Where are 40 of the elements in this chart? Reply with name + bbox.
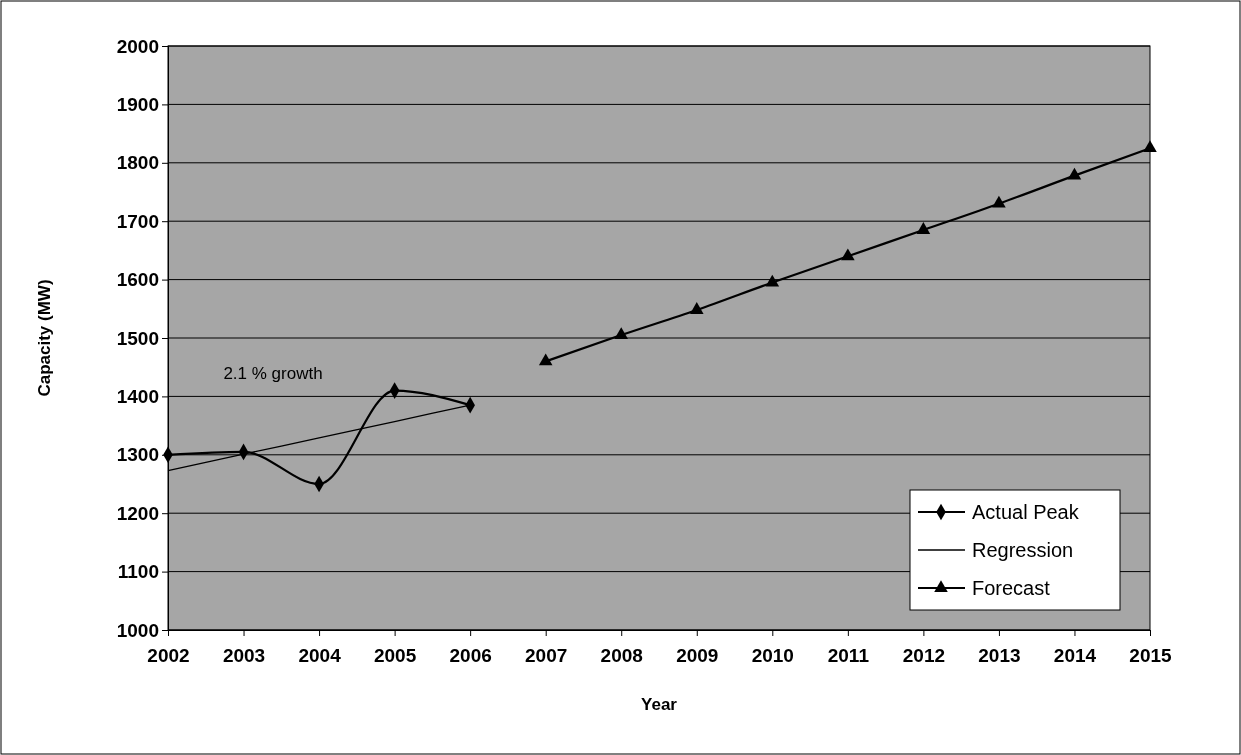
x-axis-title: Year xyxy=(641,695,678,714)
point xyxy=(1143,140,1157,153)
y-tick-label: 1800 xyxy=(116,152,159,174)
y-tick-label: 1100 xyxy=(117,561,159,583)
annotation: 2.1 % growth xyxy=(223,363,323,383)
point xyxy=(765,274,780,287)
legend-label: Actual Peak xyxy=(972,501,1080,523)
y-tick-label: 1000 xyxy=(116,619,159,641)
x-tick-label: 2013 xyxy=(978,644,1021,666)
legend-label: Forecast xyxy=(972,577,1051,599)
x-tick-label: 2008 xyxy=(600,644,643,666)
x-tick-label: 2009 xyxy=(676,644,719,666)
x-tick-label: 2006 xyxy=(449,644,492,666)
x-tick-label: 2002 xyxy=(147,644,190,666)
point xyxy=(1067,167,1082,180)
x-tick-label: 2005 xyxy=(373,644,417,666)
legend-label: Regression xyxy=(972,539,1074,561)
y-tick-label: 1900 xyxy=(116,93,159,115)
y-tick-label: 1500 xyxy=(116,327,159,349)
y-tick-label: 1400 xyxy=(116,385,159,407)
x-tick-label: 2011 xyxy=(827,644,870,666)
y-tick-label: 1700 xyxy=(116,210,159,232)
y-tick-label: 1600 xyxy=(116,269,159,291)
point xyxy=(841,248,855,261)
x-tick-label: 2003 xyxy=(222,644,266,666)
point xyxy=(916,222,931,234)
point xyxy=(689,302,704,314)
point xyxy=(538,353,553,366)
y-tick-label: 1200 xyxy=(116,502,159,524)
x-tick-label: 2014 xyxy=(1053,644,1097,666)
x-tick-label: 2007 xyxy=(525,644,568,666)
point xyxy=(614,327,629,339)
x-tick-label: 2015 xyxy=(1129,644,1173,666)
y-axis-title: Capacity (MW) xyxy=(35,279,54,397)
x-tick-label: 2004 xyxy=(298,644,342,666)
x-tick-label: 2012 xyxy=(902,644,946,666)
y-tick-label: 1300 xyxy=(116,444,159,466)
y-tick-label: 2000 xyxy=(116,35,159,57)
point xyxy=(992,195,1006,208)
x-tick-label: 2010 xyxy=(751,644,794,666)
